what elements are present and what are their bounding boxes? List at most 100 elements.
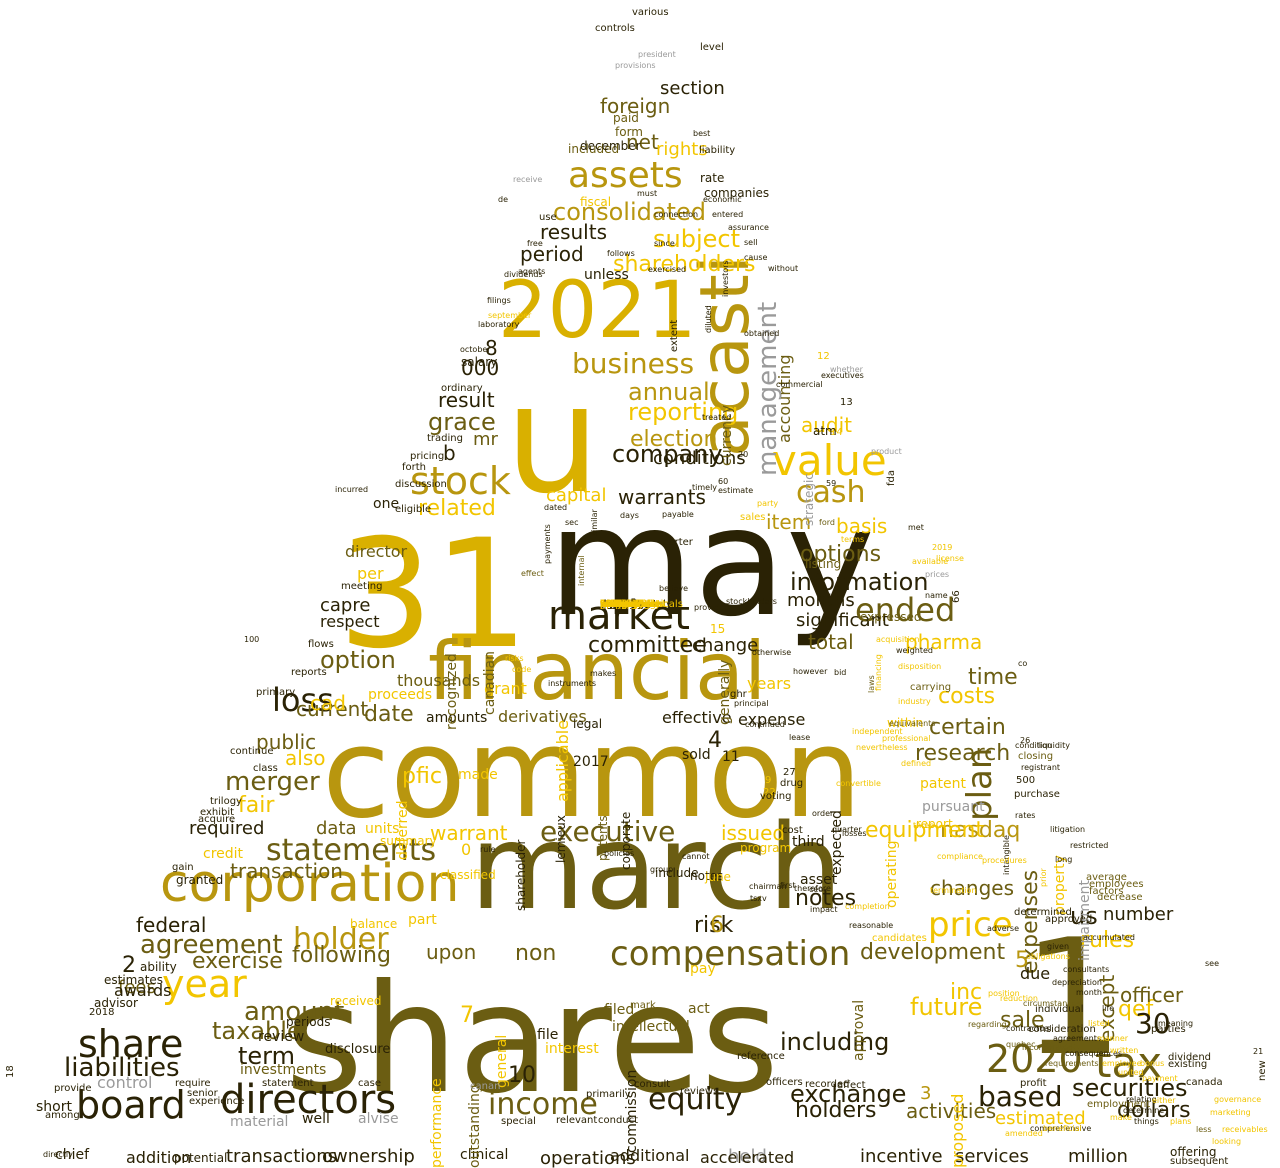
cloud-word: forth <box>402 462 427 473</box>
cloud-word: primarily <box>586 1089 631 1100</box>
cloud-word: discretion <box>600 599 650 610</box>
cloud-word: 3 <box>920 1083 932 1104</box>
cloud-word: timely <box>692 483 718 492</box>
cloud-word: changes <box>930 876 1015 900</box>
cloud-word: part <box>408 912 437 928</box>
cloud-word: quarterly <box>600 599 646 610</box>
cloud-word: affect <box>837 1080 866 1091</box>
cloud-word: substantial <box>600 599 656 610</box>
cloud-word: evaluate <box>600 599 644 610</box>
cloud-word: amounts <box>600 599 644 610</box>
cloud-word: component <box>600 599 657 610</box>
cloud-word: 25 <box>600 599 613 610</box>
cloud-word: program <box>740 841 792 855</box>
cloud-word: reports <box>291 667 327 678</box>
cloud-word: respectively <box>600 599 661 610</box>
cloud-word: period <box>520 242 584 266</box>
cloud-word: 19 <box>600 599 613 610</box>
cloud-word: addition <box>126 1148 192 1167</box>
cloud-word: 59 <box>826 479 837 488</box>
cloud-word: regulatory <box>600 599 652 610</box>
cloud-word: risks <box>505 654 524 663</box>
cloud-word: decrease <box>1097 892 1143 903</box>
cloud-word: agreement <box>140 930 283 960</box>
cloud-word: sec <box>565 518 579 527</box>
cloud-word: offering <box>1170 1145 1217 1159</box>
cloud-word: months <box>787 590 855 611</box>
cloud-word: board <box>76 1083 186 1127</box>
cloud-word: acquire <box>198 814 236 825</box>
cloud-word: exercise <box>192 949 283 974</box>
cloud-word: free <box>527 239 543 248</box>
cloud-word: increase <box>600 599 643 610</box>
cloud-word: failure <box>600 599 632 610</box>
cloud-word: agents <box>518 267 546 276</box>
cloud-word: applicable <box>553 719 572 802</box>
cloud-word: f <box>600 599 604 610</box>
cloud-word: whether <box>830 365 863 374</box>
cloud-word: lemieux <box>554 815 568 863</box>
cloud-word: option <box>320 646 396 674</box>
cloud-word: looking <box>1212 1137 1242 1146</box>
cloud-word: executive <box>540 815 676 848</box>
cloud-word: detect <box>600 599 632 610</box>
cloud-word: public <box>256 730 317 754</box>
cloud-word: reduction <box>1000 994 1038 1003</box>
cloud-word: term <box>238 1042 295 1070</box>
cloud-word: merger <box>225 767 320 797</box>
cloud-word: april <box>600 599 623 610</box>
cloud-word: balance <box>350 917 398 931</box>
cloud-word: february <box>600 599 643 610</box>
cloud-word: de <box>498 195 508 204</box>
cloud-word: economic <box>703 195 742 204</box>
cloud-word: manner <box>1097 1034 1129 1043</box>
cloud-word: things <box>1134 1117 1159 1126</box>
cloud-word: patent <box>920 776 966 792</box>
cloud-word: average <box>1086 872 1127 883</box>
cloud-word: current <box>296 697 369 721</box>
cloud-word: closing <box>1018 751 1054 762</box>
cloud-word: third <box>792 834 825 850</box>
cloud-word: legal <box>573 717 603 731</box>
cloud-word: amount <box>244 997 345 1027</box>
cloud-word: since <box>654 239 675 248</box>
cloud-word: level <box>700 42 724 53</box>
cloud-word: 16 <box>600 599 613 610</box>
cloud-word: years <box>747 674 792 693</box>
cloud-word: rights <box>656 139 708 160</box>
cloud-word: listing <box>805 557 842 571</box>
cloud-word: disclosure <box>325 1042 391 1057</box>
cloud-word: 5 <box>1015 948 1029 973</box>
cloud-word: diluted <box>704 305 713 333</box>
cloud-word: amortization <box>600 599 664 610</box>
cloud-word: payable <box>662 510 694 519</box>
cloud-word: best <box>693 129 711 138</box>
cloud-word: conduct <box>598 1115 639 1126</box>
cloud-word: become <box>600 599 641 610</box>
cloud-word: laboratory <box>478 320 520 329</box>
cloud-word: risk <box>694 913 734 938</box>
cloud-word: short <box>36 1099 72 1115</box>
cloud-word: government <box>600 599 661 610</box>
cloud-word: value <box>772 436 887 485</box>
cloud-word: effective <box>662 708 732 727</box>
cloud-word: litigation <box>1050 825 1086 834</box>
cloud-word: made <box>458 767 498 783</box>
cloud-word: ford <box>819 518 835 527</box>
cloud-word: loss <box>272 681 334 719</box>
cloud-word: therapeutics <box>600 599 663 610</box>
cloud-word: debentures <box>600 599 657 610</box>
cloud-word: month <box>1076 988 1102 997</box>
cloud-word: operating <box>884 840 900 908</box>
cloud-word: determine <box>1123 1106 1165 1115</box>
cloud-word: classified <box>440 868 496 882</box>
cloud-word: policy <box>600 599 630 610</box>
cloud-word: share <box>78 1022 184 1066</box>
cloud-word: three <box>913 821 935 830</box>
cloud-word: makes <box>590 669 617 678</box>
cloud-word: expected <box>829 810 845 875</box>
cloud-word: given <box>1047 942 1070 951</box>
cloud-word: file <box>537 1027 559 1043</box>
cloud-word: federal <box>136 913 207 937</box>
cloud-word: accelerated <box>700 1148 795 1167</box>
